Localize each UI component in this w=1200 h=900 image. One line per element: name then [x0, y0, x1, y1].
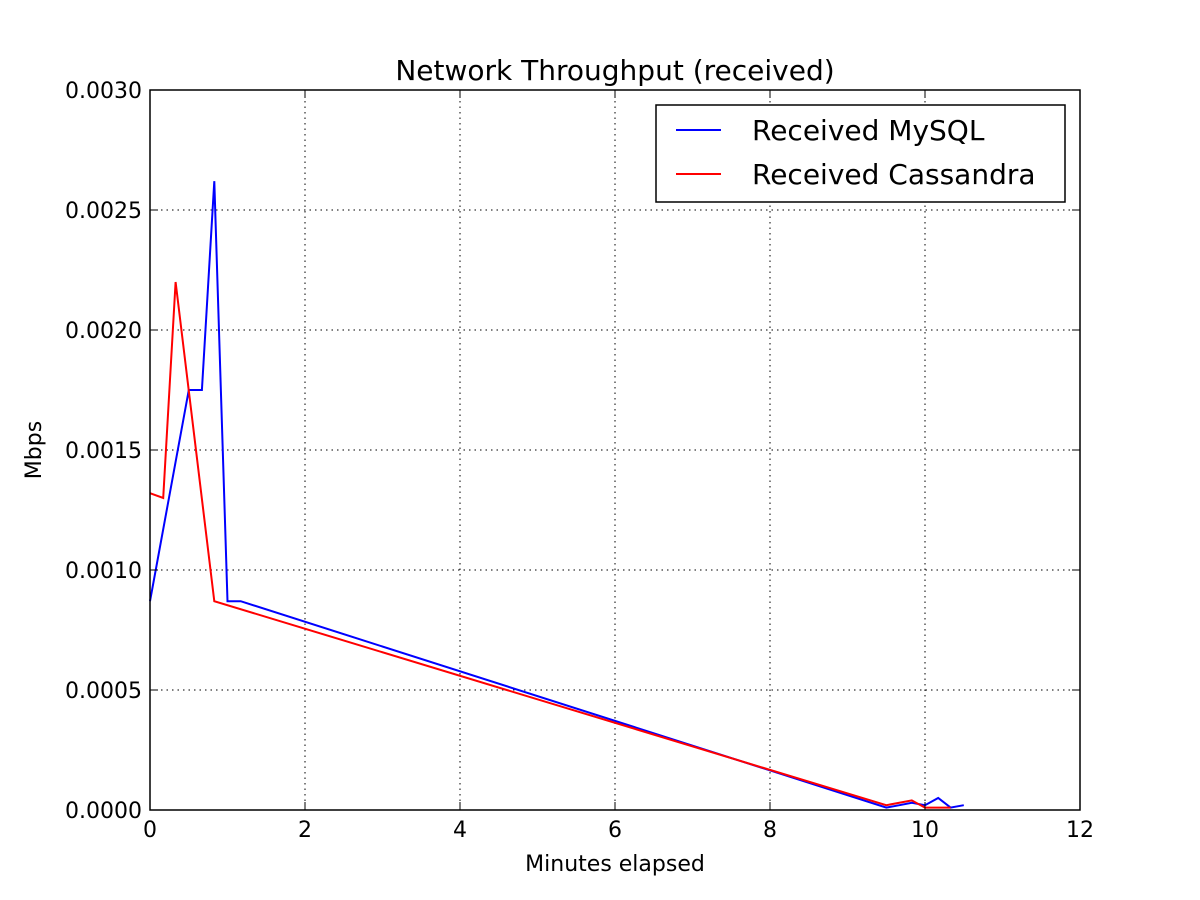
y-tick-label: 0.0025	[65, 199, 142, 224]
legend-label-mysql: Received MySQL	[752, 114, 985, 147]
x-tick-label: 6	[608, 818, 622, 843]
legend-box	[655, 104, 1066, 203]
legend: Received MySQL Received Cassandra	[655, 104, 1066, 203]
legend-label-cassandra: Received Cassandra	[752, 158, 1036, 191]
y-axis-label: Mbps	[22, 421, 47, 479]
y-tick-labels: 0.0000 0.0005 0.0010 0.0015 0.0020 0.0025 0.00…	[65, 79, 142, 824]
series-line-received-mysql	[149, 181, 964, 809]
x-tick-label: 0	[143, 818, 157, 843]
series-lines	[149, 181, 964, 809]
x-tick-labels: 0 2 4 6 8 10 12	[143, 818, 1094, 843]
x-tick-label: 2	[298, 818, 312, 843]
x-tick-label: 12	[1066, 818, 1094, 843]
x-tick-label: 4	[453, 818, 467, 843]
x-tick-label: 10	[911, 818, 939, 843]
y-tick-label: 0.0000	[65, 799, 142, 824]
x-axis-label: Minutes elapsed	[525, 852, 705, 877]
ticks	[149, 89, 1081, 811]
y-tick-label: 0.0020	[65, 319, 142, 344]
series-line-received-cassandra	[149, 281, 951, 809]
grid	[150, 90, 1080, 810]
y-tick-label: 0.0015	[65, 439, 142, 464]
y-tick-label: 0.0005	[65, 679, 142, 704]
y-tick-label: 0.0010	[65, 559, 142, 584]
x-tick-label: 8	[763, 818, 777, 843]
y-tick-label: 0.0030	[65, 79, 142, 104]
chart-title: Network Throughput (received)	[395, 54, 834, 87]
